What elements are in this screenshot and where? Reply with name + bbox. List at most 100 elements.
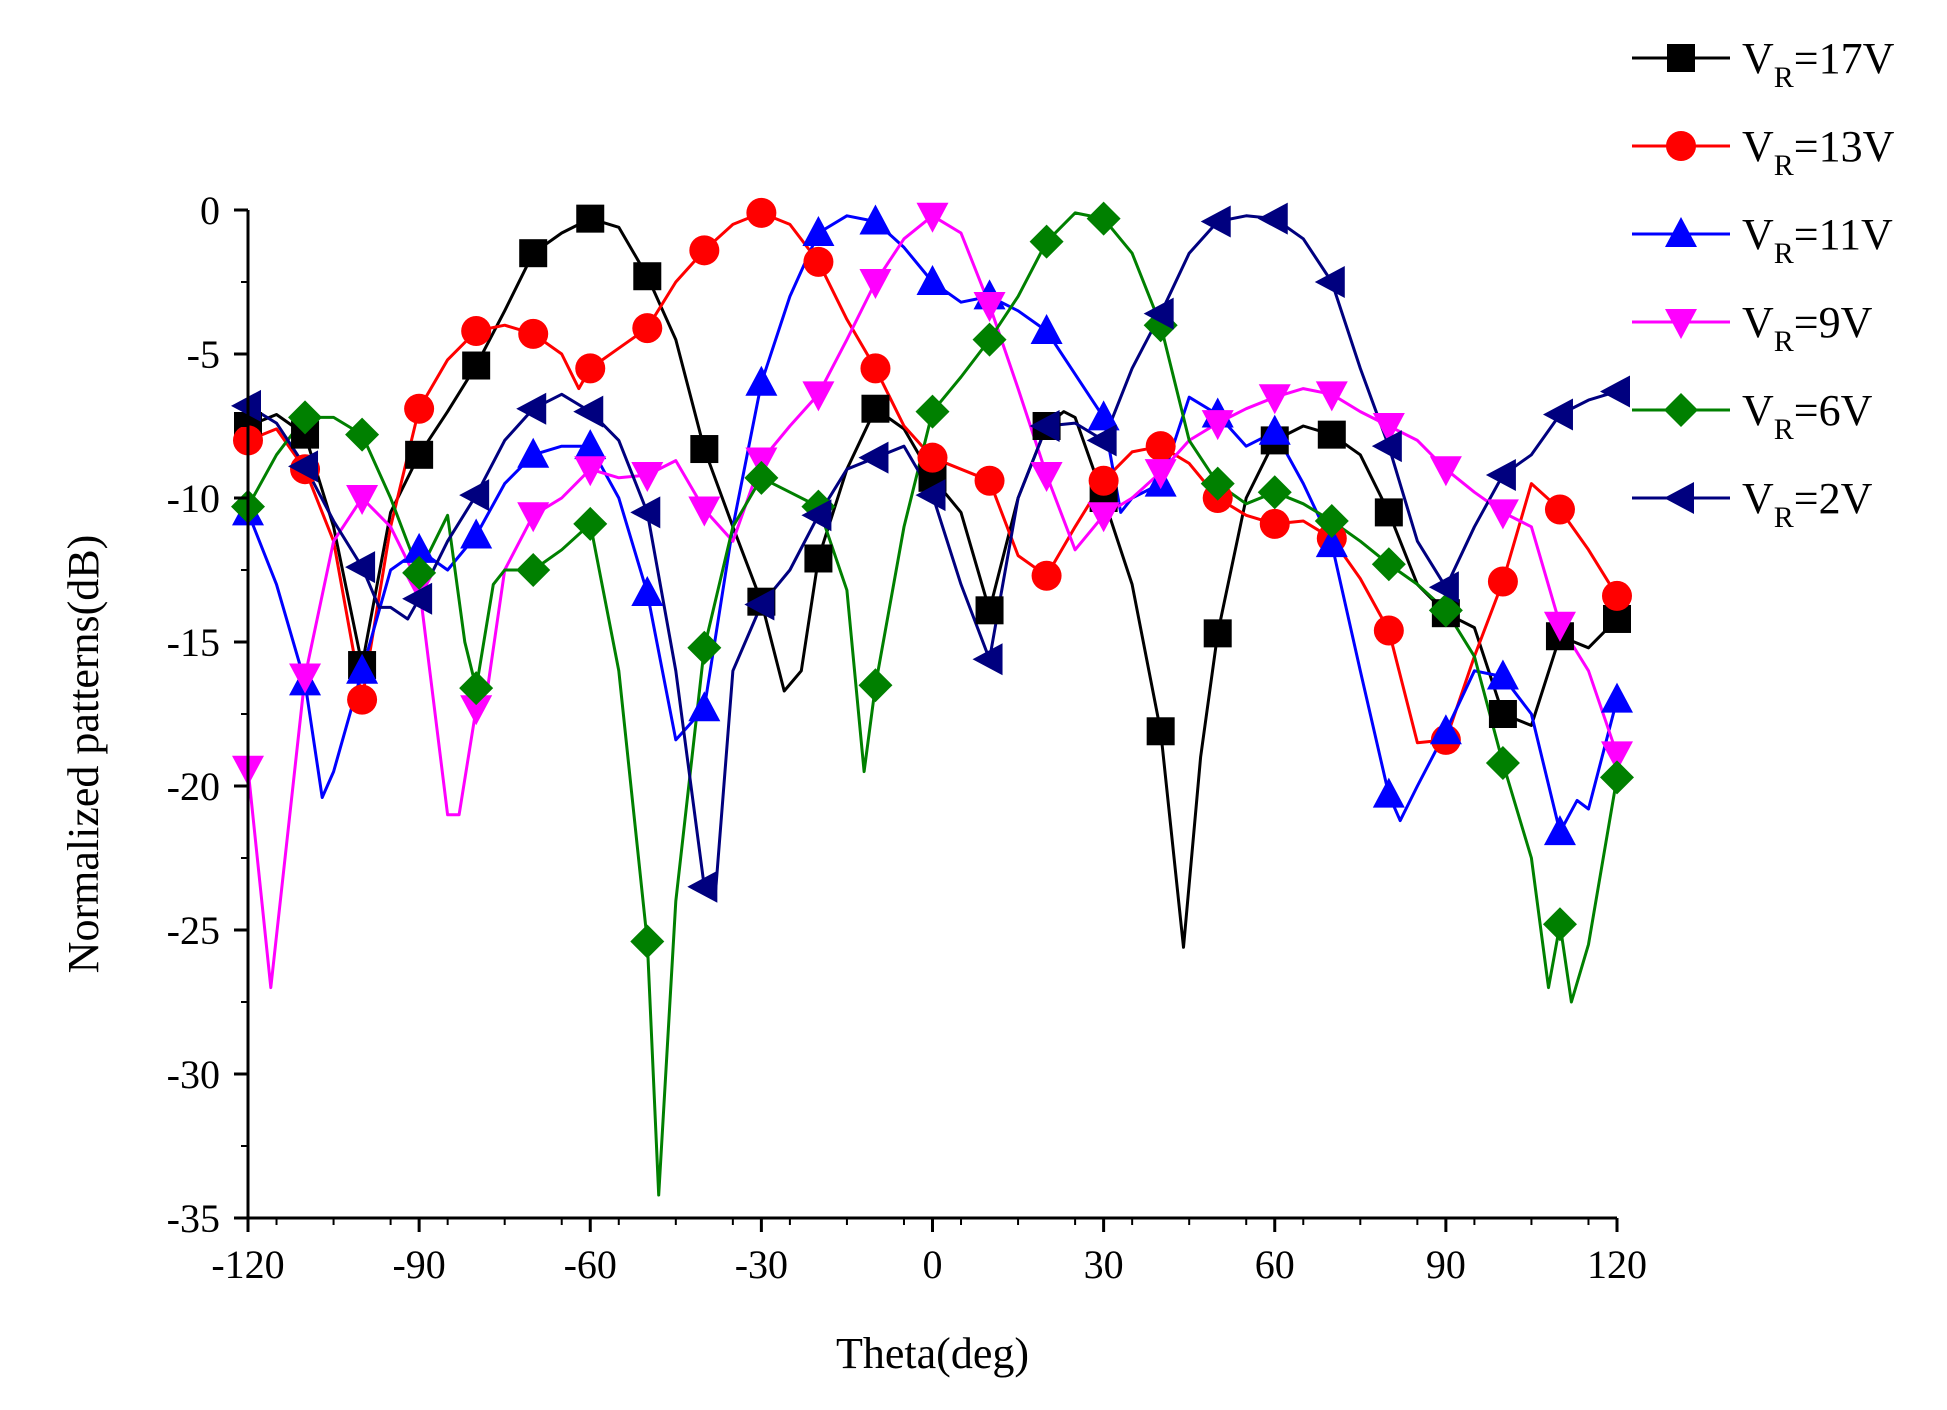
data-point-vr-2v bbox=[915, 479, 946, 512]
y-tick-label: -15 bbox=[167, 620, 220, 665]
data-point-vr-6v bbox=[630, 924, 665, 959]
data-point-vr-17v bbox=[1317, 420, 1346, 449]
data-point-vr-11v bbox=[1372, 777, 1405, 808]
data-point-vr-11v bbox=[859, 204, 892, 235]
data-point-vr-9v bbox=[1543, 611, 1576, 642]
plot-markers-group bbox=[231, 197, 1634, 959]
data-point-vr-6v bbox=[1086, 201, 1121, 236]
legend-label-rest: =9V bbox=[1794, 298, 1873, 347]
data-point-vr-11v bbox=[916, 265, 949, 295]
data-point-vr-9v bbox=[346, 485, 379, 515]
data-point-vr-6v bbox=[972, 322, 1007, 357]
data-point-vr-2v bbox=[1086, 424, 1117, 457]
legend-item-vr-13v: VR=13V bbox=[1632, 122, 1895, 182]
data-point-vr-17v bbox=[861, 394, 890, 423]
data-point-vr-17v bbox=[690, 435, 719, 464]
data-point-vr-6v bbox=[744, 460, 779, 495]
data-point-vr-2v bbox=[1200, 205, 1231, 238]
data-point-vr-2v bbox=[1029, 410, 1060, 442]
data-point-vr-13v bbox=[1544, 494, 1575, 525]
y-tick-label: 0 bbox=[200, 188, 220, 233]
legend-marker bbox=[1666, 131, 1696, 161]
data-point-vr-6v bbox=[1485, 745, 1520, 780]
data-point-vr-9v bbox=[574, 456, 607, 487]
legend-item-vr-2v: VR=2V bbox=[1632, 474, 1873, 534]
y-tick-label: -10 bbox=[167, 476, 220, 521]
data-point-vr-2v bbox=[1257, 202, 1288, 235]
y-tick-label: -20 bbox=[167, 764, 220, 809]
legend-label-rest: =6V bbox=[1794, 386, 1873, 435]
series-line-vr-17v bbox=[247, 217, 1619, 949]
data-point-vr-17v bbox=[576, 204, 605, 233]
legend-item-vr-17v: VR=17V bbox=[1632, 34, 1895, 94]
data-point-vr-6v bbox=[1371, 547, 1406, 582]
x-tick-label: -120 bbox=[211, 1242, 284, 1287]
legend-label-main: V bbox=[1742, 474, 1774, 523]
legend-item-vr-9v: VR=9V bbox=[1632, 298, 1873, 358]
legend-label-main: V bbox=[1742, 298, 1774, 347]
legend-marker bbox=[1664, 482, 1694, 514]
data-point-vr-2v bbox=[1143, 297, 1174, 330]
data-point-vr-13v bbox=[746, 197, 777, 228]
data-point-vr-13v bbox=[461, 315, 492, 346]
data-point-vr-17v bbox=[633, 262, 662, 291]
data-point-vr-2v bbox=[1485, 458, 1516, 491]
data-point-vr-9v bbox=[688, 496, 721, 527]
data-point-vr-6v bbox=[858, 668, 893, 703]
ticks-group: -120 -90 -60 -30 0 30 60 90 120 0 -5 -10 -15 -20 -25 -3… bbox=[167, 188, 1647, 1287]
data-point-vr-6v bbox=[1257, 475, 1292, 510]
data-point-vr-13v bbox=[1031, 560, 1062, 591]
data-point-vr-13v bbox=[1259, 508, 1290, 539]
data-point-vr-9v bbox=[289, 663, 322, 694]
y-tick-label: -25 bbox=[167, 908, 220, 953]
data-point-vr-6v bbox=[915, 394, 950, 429]
data-point-vr-9v bbox=[1315, 381, 1348, 412]
data-point-vr-9v bbox=[1486, 499, 1519, 530]
legend-label-main: V bbox=[1742, 210, 1774, 259]
legend-label: VR=13V bbox=[1742, 122, 1895, 182]
data-point-vr-13v bbox=[689, 235, 720, 266]
data-point-vr-2v bbox=[1600, 375, 1630, 408]
data-point-vr-11v bbox=[1429, 714, 1462, 745]
data-point-vr-13v bbox=[1088, 465, 1119, 496]
data-point-vr-2v bbox=[801, 499, 832, 532]
data-point-vr-13v bbox=[347, 684, 378, 715]
data-point-vr-6v bbox=[573, 506, 608, 541]
data-point-vr-11v bbox=[1087, 400, 1120, 431]
data-point-vr-2v bbox=[288, 450, 319, 483]
data-point-vr-17v bbox=[1146, 717, 1175, 746]
data-point-vr-11v bbox=[1315, 527, 1348, 558]
data-point-vr-9v bbox=[1429, 456, 1462, 487]
legend-label-main: V bbox=[1742, 386, 1774, 435]
legend-label-sub: R bbox=[1774, 413, 1794, 446]
legend-label-main: V bbox=[1742, 122, 1774, 171]
series-line-vr-2v bbox=[247, 214, 1618, 892]
data-point-vr-11v bbox=[574, 429, 607, 460]
data-point-vr-13v bbox=[575, 353, 606, 384]
data-point-vr-17v bbox=[804, 544, 833, 573]
legend-label-sub: R bbox=[1774, 501, 1794, 534]
y-tick-label: -35 bbox=[167, 1196, 220, 1241]
data-point-vr-9v bbox=[916, 202, 949, 233]
legend-item-vr-6v: VR=6V bbox=[1632, 386, 1873, 446]
x-tick-label: -30 bbox=[735, 1242, 788, 1287]
legend-label: VR=17V bbox=[1742, 34, 1895, 94]
y-tick-label: -5 bbox=[187, 332, 220, 377]
legend-label-sub: R bbox=[1774, 237, 1794, 270]
legend-label-sub: R bbox=[1774, 61, 1794, 94]
data-point-vr-2v bbox=[1314, 266, 1345, 298]
data-point-vr-9v bbox=[1201, 410, 1234, 441]
data-point-vr-2v bbox=[630, 496, 661, 529]
data-point-vr-2v bbox=[516, 392, 547, 425]
data-point-vr-2v bbox=[345, 551, 376, 584]
x-tick-label: -90 bbox=[392, 1242, 445, 1287]
data-point-vr-6v bbox=[1542, 907, 1577, 942]
legend-label-sub: R bbox=[1774, 325, 1794, 358]
data-point-vr-9v bbox=[1030, 461, 1063, 492]
series-line-vr-9v bbox=[246, 214, 1619, 990]
x-tick-label: 60 bbox=[1255, 1242, 1295, 1287]
data-point-vr-13v bbox=[860, 353, 891, 384]
data-point-vr-6v bbox=[1314, 504, 1349, 539]
